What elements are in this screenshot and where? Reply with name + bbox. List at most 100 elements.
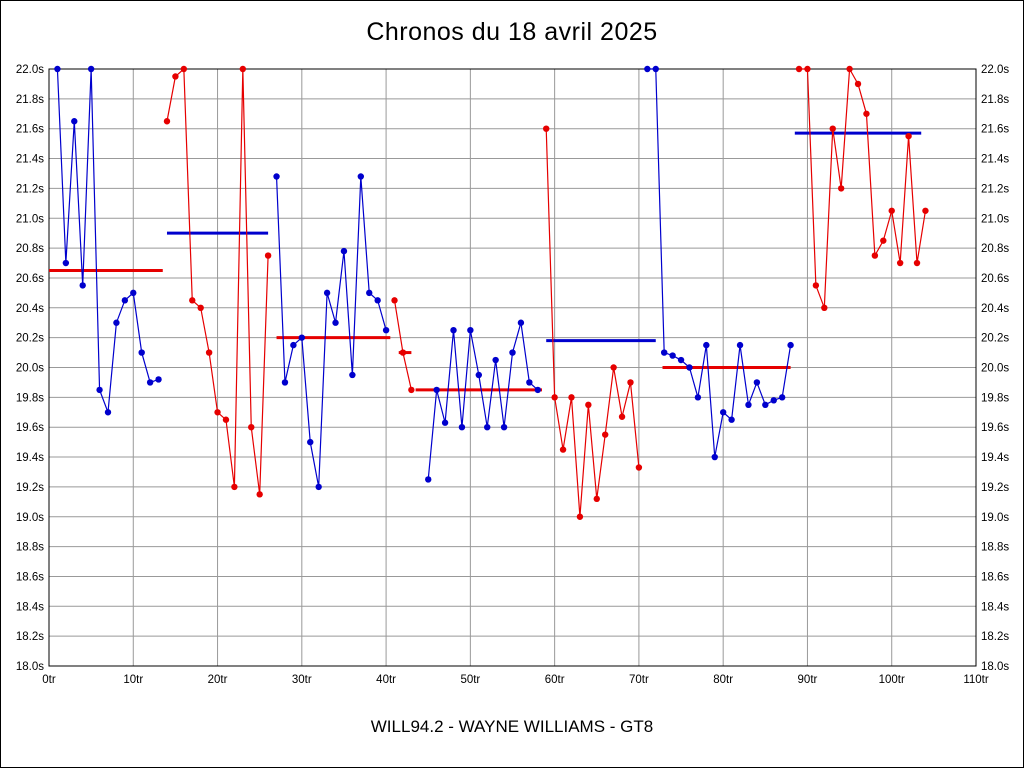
data-point <box>610 364 617 371</box>
y-tick-label-left: 20.6s <box>16 273 44 285</box>
data-point <box>290 341 297 349</box>
data-point <box>163 118 171 125</box>
data-point <box>568 394 575 401</box>
data-point <box>214 409 221 416</box>
x-tick-label: 0tr <box>42 674 56 686</box>
data-point <box>197 304 204 311</box>
data-point <box>121 297 129 304</box>
y-tick-label-right: 19.8s <box>981 392 1009 404</box>
data-point <box>669 352 676 359</box>
data-point <box>770 397 777 404</box>
data-point <box>323 289 331 297</box>
data-point <box>896 259 904 267</box>
data-point <box>391 297 398 304</box>
data-point <box>492 356 499 364</box>
data-point <box>231 483 238 491</box>
data-point <box>273 173 280 180</box>
y-tick-label-left: 21.6s <box>16 124 44 136</box>
data-point <box>374 297 381 304</box>
data-point <box>172 73 179 80</box>
data-point <box>686 364 693 371</box>
plot-border <box>48 68 977 667</box>
series-line <box>545 128 640 517</box>
data-point <box>349 371 356 379</box>
data-point <box>837 185 845 192</box>
data-point <box>475 371 482 379</box>
x-tick-label: 110tr <box>963 674 989 686</box>
x-tick-label: 50tr <box>460 674 480 686</box>
data-point <box>450 326 457 334</box>
data-point <box>425 476 432 483</box>
data-point <box>846 65 853 73</box>
data-point <box>113 319 120 326</box>
y-tick-label-right: 21.8s <box>981 94 1009 106</box>
chart-subtitle: WILL94.2 - WAYNE WILLIAMS - GT8 <box>370 717 654 736</box>
y-tick-label-right: 18.2s <box>981 631 1009 643</box>
data-point <box>509 349 516 356</box>
y-tick-label-left: 19.8s <box>16 392 44 404</box>
data-point <box>256 491 263 498</box>
data-point <box>138 349 145 356</box>
y-tick-label-left: 20.4s <box>16 303 44 315</box>
y-tick-label-right: 19.4s <box>981 452 1009 464</box>
x-tick-label: 60tr <box>545 674 565 686</box>
y-tick-label-right: 20.0s <box>981 363 1009 375</box>
data-point <box>913 259 921 267</box>
y-tick-label-right: 20.4s <box>981 303 1009 315</box>
chart-title: Chronos du 18 avril 2025 <box>366 18 658 46</box>
data-point <box>905 132 912 140</box>
data-point <box>871 252 879 259</box>
x-tick-label: 70tr <box>629 674 649 686</box>
data-point <box>71 118 78 125</box>
data-point <box>635 464 643 471</box>
data-point <box>618 413 626 420</box>
y-tick-label-left: 19.0s <box>16 512 44 524</box>
data-point <box>585 401 592 409</box>
data-point <box>660 349 668 356</box>
y-tick-label-right: 21.6s <box>981 124 1009 136</box>
y-tick-label-right: 18.8s <box>981 542 1009 554</box>
y-tick-label-right: 18.0s <box>981 661 1009 673</box>
y-tick-label-left: 19.2s <box>16 482 44 494</box>
x-tick-label: 10tr <box>123 674 143 686</box>
data-point <box>880 237 887 244</box>
y-tick-label-right: 19.2s <box>981 482 1009 494</box>
series-line <box>427 322 539 480</box>
y-tick-label-right: 21.0s <box>981 213 1009 225</box>
data-point <box>239 65 247 73</box>
y-tick-label-left: 18.4s <box>16 601 44 613</box>
y-tick-label-right: 20.2s <box>981 333 1009 345</box>
series-line <box>647 68 792 458</box>
data-point <box>87 65 95 73</box>
data-point <box>315 483 322 491</box>
y-tick-label-left: 21.2s <box>16 183 44 195</box>
data-point <box>694 394 702 401</box>
data-point <box>728 416 735 423</box>
data-point <box>677 356 685 364</box>
data-point <box>458 424 466 431</box>
data-point <box>382 326 390 334</box>
x-tick-label: 90tr <box>798 674 818 686</box>
data-point <box>526 379 533 386</box>
data-point <box>821 304 828 311</box>
data-point <box>399 349 407 356</box>
y-tick-label-left: 19.4s <box>16 452 44 464</box>
data-point <box>559 446 567 453</box>
y-tick-label-right: 19.0s <box>981 512 1009 524</box>
data-point <box>104 409 112 416</box>
data-point <box>753 379 761 386</box>
y-tick-label-left: 18.0s <box>16 661 44 673</box>
y-tick-label-right: 20.8s <box>981 243 1009 255</box>
data-point <box>205 349 213 356</box>
data-point <box>222 416 230 423</box>
y-tick-label-right: 21.4s <box>981 154 1009 166</box>
data-point <box>787 341 794 349</box>
x-tick-label: 40tr <box>376 674 396 686</box>
data-point <box>357 173 365 180</box>
data-point <box>644 65 651 73</box>
series-line <box>393 300 412 391</box>
data-point <box>79 282 86 289</box>
x-tick-label: 80tr <box>713 674 733 686</box>
data-point <box>130 289 137 297</box>
